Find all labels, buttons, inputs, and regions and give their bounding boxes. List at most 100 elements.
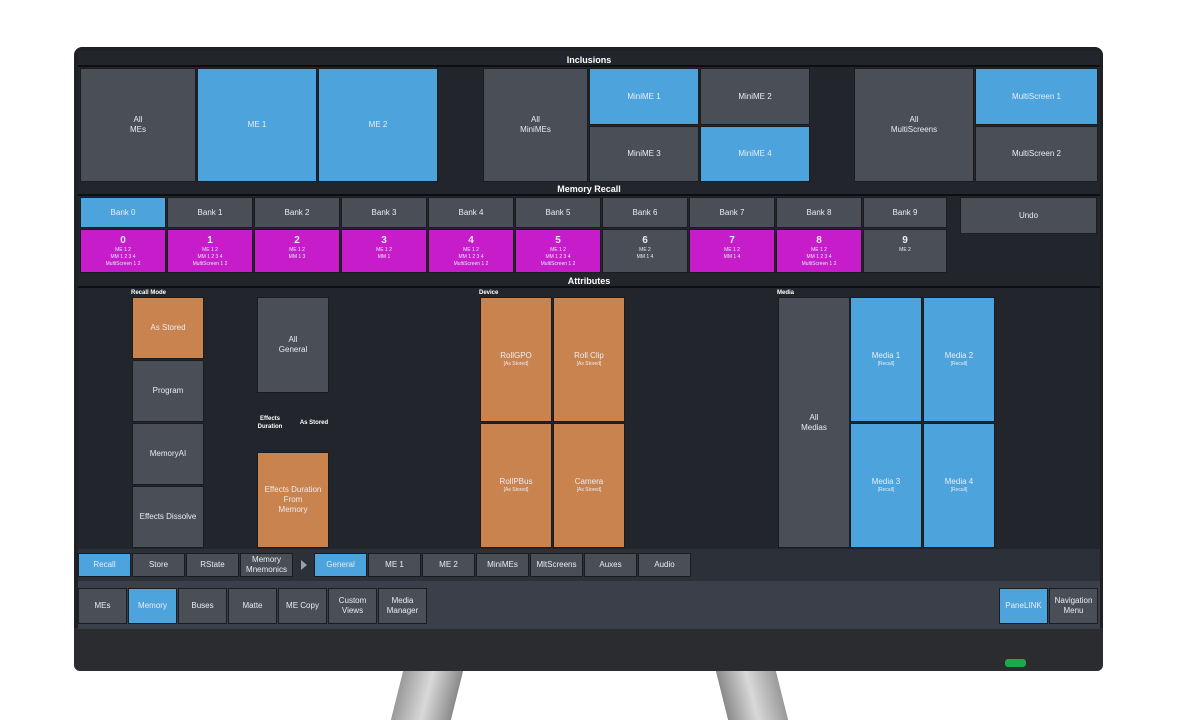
memory-7-button[interactable]: 7 ME 1 2 MM 1 4 [689, 229, 775, 273]
bank-6-button[interactable]: Bank 6 [602, 197, 688, 228]
memory-details: ME 1 2 MM 1 [376, 247, 392, 260]
tab-audio[interactable]: Audio [638, 553, 691, 577]
tab-recall[interactable]: Recall [78, 553, 131, 577]
undo-button[interactable]: Undo [960, 197, 1097, 234]
memory-details: ME 2 MM 1 4 [636, 247, 654, 260]
memory-8-button[interactable]: 8 ME 1 2 MM 1 2 3 4 MultiScreen 1 2 [776, 229, 862, 273]
all-mes-button[interactable]: All MEs [80, 68, 196, 182]
memory-3-button[interactable]: 3 ME 1 2 MM 1 [341, 229, 427, 273]
memory-number: 4 [468, 235, 474, 246]
media-4-button[interactable]: Media 4 [Recall] [923, 423, 995, 548]
bank-5-button[interactable]: Bank 5 [515, 197, 601, 228]
tab-mltscreens[interactable]: MltScreens [530, 553, 583, 577]
media-status: [Recall] [877, 361, 895, 367]
tab-me1[interactable]: ME 1 [368, 553, 421, 577]
recall-mode-program-button[interactable]: Program [132, 360, 204, 422]
nav-matte-button[interactable]: Matte [228, 588, 277, 624]
memory-2-button[interactable]: 2 ME 1 2 MM 1 3 [254, 229, 340, 273]
panelink-button[interactable]: PaneLINK [999, 588, 1048, 624]
memory-number: 9 [902, 235, 908, 246]
memory-number: 7 [729, 235, 735, 246]
tab-store[interactable]: Store [132, 553, 185, 577]
nav-mes-button[interactable]: MEs [78, 588, 127, 624]
tab-memory-mnemonics[interactable]: Memory Mnemonics [240, 553, 293, 577]
media-name: Media 3 [871, 477, 901, 486]
power-led [1005, 659, 1026, 667]
device-label: Device [479, 290, 499, 296]
recall-mode-effects-dissolve-button[interactable]: Effects Dissolve [132, 486, 204, 548]
effects-duration-from-memory-button[interactable]: Effects Duration From Memory [257, 452, 329, 548]
media-2-button[interactable]: Media 2 [Recall] [923, 297, 995, 422]
memory-details: ME 1 2 MM 1 4 [723, 247, 741, 260]
inclusion-multiscreen2-button[interactable]: MultiScreen 2 [975, 126, 1098, 182]
nav-memory-button[interactable]: Memory [128, 588, 177, 624]
tab-general[interactable]: General [314, 553, 367, 577]
bank-4-button[interactable]: Bank 4 [428, 197, 514, 228]
memory-details: ME 1 2 MM 1 2 3 4 MultiScreen 1 2 [540, 247, 576, 267]
tab-rstate[interactable]: RState [186, 553, 239, 577]
effects-duration-value: As Stored [299, 420, 329, 426]
media-name: Media 4 [944, 477, 974, 486]
memory-number: 6 [642, 235, 648, 246]
inclusion-minime4-button[interactable]: MiniME 4 [700, 126, 810, 182]
monitor-stand-left [390, 671, 464, 720]
all-medias-button[interactable]: All Medias [778, 297, 850, 548]
nav-media-manager-button[interactable]: Media Manager [378, 588, 427, 624]
nav-me-copy-button[interactable]: ME Copy [278, 588, 327, 624]
bank-7-button[interactable]: Bank 7 [689, 197, 775, 228]
tab-minimes[interactable]: MiniMEs [476, 553, 529, 577]
device-status: [As Stored] [503, 487, 529, 493]
inclusion-minime2-button[interactable]: MiniME 2 [700, 68, 810, 125]
nav-buses-button[interactable]: Buses [178, 588, 227, 624]
device-camera-button[interactable]: Camera [As Stored] [553, 423, 625, 548]
monitor-stand-right [715, 671, 789, 720]
recall-mode-as-stored-button[interactable]: As Stored [132, 297, 204, 359]
memory-recall-header: Memory Recall [557, 184, 621, 194]
recall-mode-memoryai-button[interactable]: MemoryAI [132, 423, 204, 485]
all-minimes-button[interactable]: All MiniMEs [483, 68, 588, 182]
tab-me2[interactable]: ME 2 [422, 553, 475, 577]
all-multiscreens-button[interactable]: All MultiScreens [854, 68, 974, 182]
all-general-button[interactable]: All General [257, 297, 329, 393]
memory-9-button[interactable]: 9 ME 2 [863, 229, 947, 273]
memory-4-button[interactable]: 4 ME 1 2 MM 1 2 3 4 MultiScreen 1 2 [428, 229, 514, 273]
navigation-menu-button[interactable]: Navigation Menu [1049, 588, 1098, 624]
device-name: Roll Clip [574, 351, 604, 360]
inclusion-multiscreen1-button[interactable]: MultiScreen 1 [975, 68, 1098, 125]
bank-9-button[interactable]: Bank 9 [863, 197, 947, 228]
memory-0-button[interactable]: 0 ME 1 2 MM 1 2 3 4 MultiScreen 1 2 [80, 229, 166, 273]
device-rollgpo-button[interactable]: RollGPO [As Stored] [480, 297, 552, 422]
inclusion-me2-button[interactable]: ME 2 [318, 68, 438, 182]
inclusion-minime1-button[interactable]: MiniME 1 [589, 68, 699, 125]
device-roll-clip-button[interactable]: Roll Clip [As Stored] [553, 297, 625, 422]
memory-number: 5 [555, 235, 561, 246]
tab-auxes[interactable]: Auxes [584, 553, 637, 577]
device-status: [As Stored] [576, 361, 602, 367]
inclusion-minime3-button[interactable]: MiniME 3 [589, 126, 699, 182]
memory-1-button[interactable]: 1 ME 1 2 MM 1 2 3 4 MultiScreen 1 2 [167, 229, 253, 273]
memory-number: 3 [381, 235, 387, 246]
memory-details: ME 1 2 MM 1 2 3 4 MultiScreen 1 2 [192, 247, 228, 267]
memory-6-button[interactable]: 6 ME 2 MM 1 4 [602, 229, 688, 273]
bank-3-button[interactable]: Bank 3 [341, 197, 427, 228]
memory-5-button[interactable]: 5 ME 1 2 MM 1 2 3 4 MultiScreen 1 2 [515, 229, 601, 273]
bank-0-button[interactable]: Bank 0 [80, 197, 166, 228]
media-3-button[interactable]: Media 3 [Recall] [850, 423, 922, 548]
nav-custom-views-button[interactable]: Custom Views [328, 588, 377, 624]
bank-1-button[interactable]: Bank 1 [167, 197, 253, 228]
device-name: RollPBus [499, 477, 533, 486]
header-divider [78, 65, 1100, 67]
effects-duration-label: Effects Duration [257, 416, 283, 430]
device-status: [As Stored] [576, 487, 602, 493]
memory-number: 0 [120, 235, 126, 246]
media-status: [Recall] [877, 487, 895, 493]
header-divider [78, 194, 1100, 196]
bank-8-button[interactable]: Bank 8 [776, 197, 862, 228]
device-rollpbus-button[interactable]: RollPBus [As Stored] [480, 423, 552, 548]
bank-2-button[interactable]: Bank 2 [254, 197, 340, 228]
memory-number: 1 [207, 235, 213, 246]
media-1-button[interactable]: Media 1 [Recall] [850, 297, 922, 422]
inclusion-me1-button[interactable]: ME 1 [197, 68, 317, 182]
memory-details: ME 1 2 MM 1 2 3 4 MultiScreen 1 2 [453, 247, 489, 267]
header-divider [78, 286, 1100, 288]
